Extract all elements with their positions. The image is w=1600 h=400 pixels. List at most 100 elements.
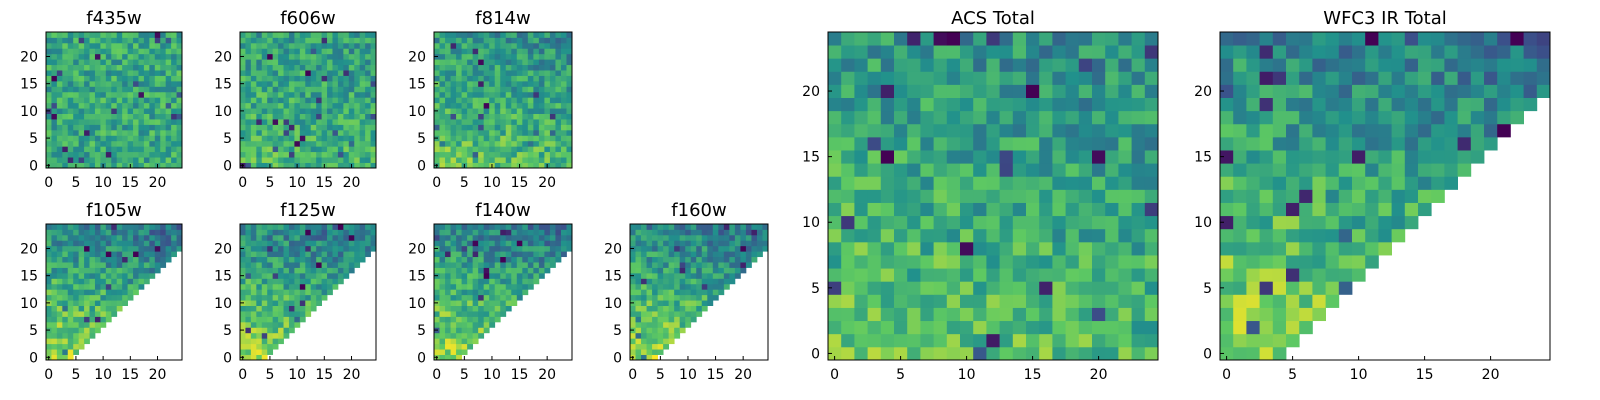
heatmap-cell [450, 37, 457, 44]
heatmap-cell [1510, 58, 1524, 72]
heatmap-cell [1299, 150, 1313, 164]
heatmap-cell [478, 146, 485, 153]
heatmap-cell [527, 157, 534, 163]
heatmap-cell [1286, 241, 1300, 256]
heatmap-cell [111, 140, 118, 147]
heatmap-cell [854, 189, 868, 203]
heatmap-cell [160, 140, 167, 147]
heatmap-cell [1404, 58, 1419, 72]
heatmap-cell [105, 224, 112, 230]
heatmap-cell [321, 278, 328, 285]
heatmap-cell [701, 229, 708, 236]
heatmap-cell [138, 75, 145, 82]
heatmap-cell [348, 224, 355, 230]
heatmap-cell [78, 157, 85, 163]
heatmap-cell [160, 86, 167, 93]
heatmap-cell [489, 102, 496, 109]
heatmap-cell [332, 91, 339, 98]
heatmap-cell [439, 251, 446, 258]
heatmap-cell [522, 272, 529, 279]
heatmap-cell [505, 80, 512, 87]
heatmap-cell [549, 113, 556, 120]
heatmap-cell [116, 135, 123, 142]
heatmap-cell [544, 267, 551, 274]
heatmap-cell [685, 283, 692, 290]
heatmap-cell [354, 113, 361, 120]
heatmap-cell [261, 162, 268, 169]
heatmap-cell [483, 97, 490, 104]
heatmap-cell [105, 283, 112, 290]
heatmap-cell [105, 108, 112, 114]
heatmap-cell [933, 71, 948, 85]
heatmap-cell [690, 240, 697, 247]
heatmap-cell [67, 129, 74, 136]
heatmap-cell [657, 294, 664, 301]
heatmap-cell [1039, 97, 1053, 112]
heatmap-cell [494, 151, 501, 158]
heatmap-cell [94, 151, 101, 158]
heatmap-cell [483, 151, 490, 158]
heatmap-cell [867, 307, 882, 322]
heatmap-cell [933, 45, 948, 59]
heatmap-cell [127, 278, 134, 285]
heatmap-cell [1012, 163, 1027, 177]
heatmap-cell [641, 300, 647, 306]
heatmap-cell [272, 146, 279, 153]
heatmap-cell [1418, 58, 1432, 72]
heatmap-cell [1144, 320, 1159, 335]
heatmap-cell [348, 64, 355, 71]
heatmap-cell [1105, 45, 1119, 59]
heatmap-cell [657, 316, 664, 323]
heatmap-cell [127, 113, 134, 120]
heatmap-cell [73, 262, 80, 268]
heatmap-cell [1391, 58, 1406, 72]
heatmap-cell [321, 245, 328, 252]
heatmap-cell [1233, 189, 1247, 203]
heatmap-cell [305, 256, 312, 263]
heatmap-cell [478, 316, 485, 323]
heatmap-cell [685, 311, 692, 317]
heatmap-cell [122, 124, 128, 131]
heatmap-cell [707, 289, 714, 296]
heatmap-cell [690, 245, 697, 252]
heatmap-cell [149, 59, 156, 66]
heatmap-cell [122, 64, 128, 71]
heatmap-cell [1092, 228, 1106, 243]
heatmap-cell [316, 278, 322, 285]
heatmap-cell [272, 272, 279, 279]
heatmap-cell [359, 240, 366, 247]
heatmap-cell [78, 262, 85, 268]
heatmap-cell [434, 113, 440, 120]
heatmap-cell [946, 110, 961, 125]
heatmap-cell [116, 224, 123, 230]
heatmap-cell [467, 272, 474, 279]
heatmap-cell [278, 59, 284, 66]
heatmap-cell [310, 32, 317, 38]
heatmap-cell [461, 321, 468, 328]
heatmap-cell [94, 229, 101, 236]
heatmap-cell [1272, 97, 1287, 112]
heatmap-cell [327, 42, 333, 49]
heatmap-cell [78, 338, 85, 345]
heatmap-cell [359, 70, 366, 76]
heatmap-cell [256, 305, 263, 312]
heatmap-cell [566, 129, 573, 136]
heatmap-cell [467, 48, 474, 55]
heatmap-cell [176, 124, 183, 131]
heatmap-cell [94, 135, 101, 142]
heatmap-cell [1092, 84, 1106, 98]
heatmap-cell [278, 129, 284, 136]
heatmap-cell [78, 119, 85, 125]
heatmap-cell [734, 262, 741, 268]
heatmap-cell [1286, 58, 1300, 72]
heatmap-cell [73, 59, 80, 66]
heatmap-cell [105, 294, 112, 301]
heatmap-cell [505, 267, 512, 274]
heatmap-cell [1286, 189, 1300, 203]
heatmap-cell [1484, 71, 1498, 85]
heatmap-cell [316, 86, 322, 93]
heatmap-cell [729, 267, 736, 274]
heatmap-cell [321, 124, 328, 131]
heatmap-cell [1092, 176, 1106, 190]
heatmap-cell [46, 256, 52, 263]
